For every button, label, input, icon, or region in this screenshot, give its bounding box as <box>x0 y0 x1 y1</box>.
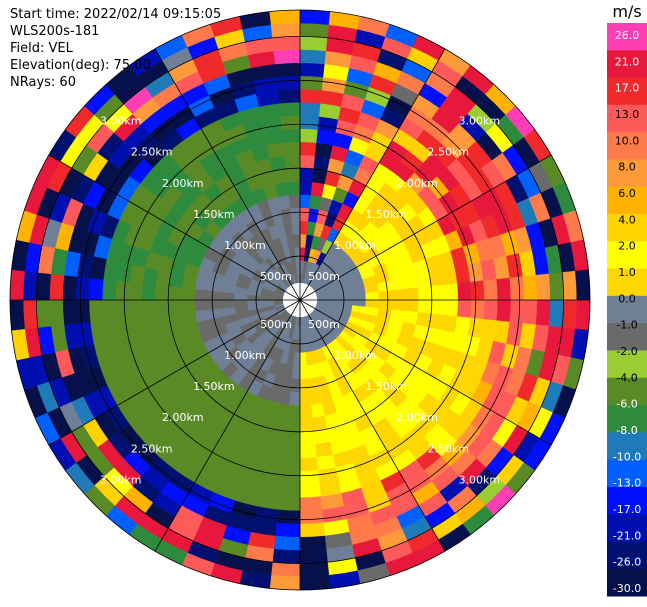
nrays-text: NRays: 60 <box>10 75 76 90</box>
colorbar-bin <box>607 214 647 242</box>
range-ring-label: 1.50km <box>193 208 235 221</box>
range-ring-label: 500m <box>260 270 292 283</box>
colorbar-tick-label: 17.0 <box>615 82 640 95</box>
colorbar-bin <box>607 377 647 406</box>
colorbar-title: m/s <box>612 2 641 21</box>
range-ring-label: 2.00km <box>396 411 438 424</box>
colorbar-bin <box>607 50 647 79</box>
range-ring-label: 3.00km <box>459 473 501 486</box>
azimuth-line <box>48 154 301 301</box>
colorbar-bin <box>607 323 647 351</box>
metadata-block: Start time: 2022/02/14 09:15:05 WLS200s-… <box>10 6 221 91</box>
colorbar-tick-label: -6.0 <box>616 398 637 411</box>
field-text: Field: VEL <box>10 41 73 56</box>
colorbar-bin <box>607 486 647 515</box>
azimuth-line <box>299 154 552 301</box>
range-ring-label: 500m <box>260 318 292 331</box>
colorbar-bin <box>607 459 647 488</box>
start-time-text: Start time: 2022/02/14 09:15:05 <box>10 7 222 22</box>
colorbar-bin <box>607 159 647 188</box>
azimuth-line <box>154 299 301 552</box>
colorbar-tick-label: -13.0 <box>613 477 641 490</box>
azimuth-line <box>299 299 446 552</box>
elevation-text: Elevation(deg): 75.00 <box>10 58 151 73</box>
colorbar-tick-label: -17.0 <box>613 503 641 516</box>
colorbar-bin <box>607 432 647 461</box>
colorbar-bin <box>607 23 647 51</box>
colorbar-tick-label: -10.0 <box>613 450 641 463</box>
range-ring-label: 2.00km <box>162 177 204 190</box>
colorbar-tick-label: -2.0 <box>616 345 637 358</box>
range-ring-label: 2.00km <box>396 177 438 190</box>
range-ring-label: 1.00km <box>224 349 266 362</box>
colorbar-bin <box>607 350 647 379</box>
range-ring-label: 2.50km <box>427 146 469 159</box>
range-ring-label: 1.50km <box>193 380 235 393</box>
colorbar-tick-label: 10.0 <box>615 134 640 147</box>
instrument-text: WLS200s-181 <box>10 24 100 39</box>
range-ring-label: 1.00km <box>334 349 376 362</box>
colorbar-tick-label: 0.0 <box>618 292 636 305</box>
colorbar-bin <box>607 186 647 215</box>
range-ring-label: 2.50km <box>427 442 469 455</box>
range-ring-label: 3.00km <box>100 473 142 486</box>
range-ring-label: 2.50km <box>131 442 173 455</box>
range-ring-label: 1.50km <box>365 380 407 393</box>
colorbar-tick-label: 8.0 <box>618 161 636 174</box>
colorbar-tick-label: 13.0 <box>615 108 640 121</box>
colorbar-bin <box>607 514 647 542</box>
colorbar-tick-label: 4.0 <box>618 213 636 226</box>
range-ring-label: 500m <box>308 270 340 283</box>
colorbar-bin <box>607 568 647 597</box>
colorbar-tick-label: 26.0 <box>615 29 640 42</box>
azimuth-line <box>48 299 301 446</box>
range-ring-label: 3.00km <box>100 115 142 128</box>
colorbar-bin <box>607 268 647 297</box>
range-ring-label: 1.00km <box>224 239 266 252</box>
colorbar-tick-label: 2.0 <box>618 240 636 253</box>
azimuth-line <box>299 299 552 446</box>
colorbar-bin <box>607 241 647 270</box>
range-ring-label: 500m <box>308 318 340 331</box>
azimuth-line <box>154 48 301 301</box>
colorbar-tick-label: -26.0 <box>613 556 641 569</box>
colorbar-tick-label: -1.0 <box>616 319 637 332</box>
colorbar-tick-label: 21.0 <box>615 55 640 68</box>
colorbar-bin <box>607 541 647 570</box>
colorbar-bin <box>607 295 647 324</box>
colorbar-bin <box>607 77 647 106</box>
range-ring-label: 3.00km <box>459 115 501 128</box>
colorbar-tick-label: -8.0 <box>616 424 637 437</box>
colorbar-tick-label: -4.0 <box>616 371 637 384</box>
colorbar-bin <box>607 132 647 160</box>
range-ring-label: 2.50km <box>131 146 173 159</box>
colorbar-tick-label: -30.0 <box>613 582 641 595</box>
azimuth-line <box>299 48 446 301</box>
colorbar-tick-label: 6.0 <box>618 187 636 200</box>
colorbar-bin <box>607 405 647 433</box>
colorbar-tick-label: 1.0 <box>618 266 636 279</box>
range-ring-label: 2.00km <box>162 411 204 424</box>
range-ring-label: 1.50km <box>365 208 407 221</box>
range-ring-label: 1.00km <box>334 239 376 252</box>
colorbar-bin <box>607 104 647 133</box>
colorbar-tick-label: -21.0 <box>613 529 641 542</box>
